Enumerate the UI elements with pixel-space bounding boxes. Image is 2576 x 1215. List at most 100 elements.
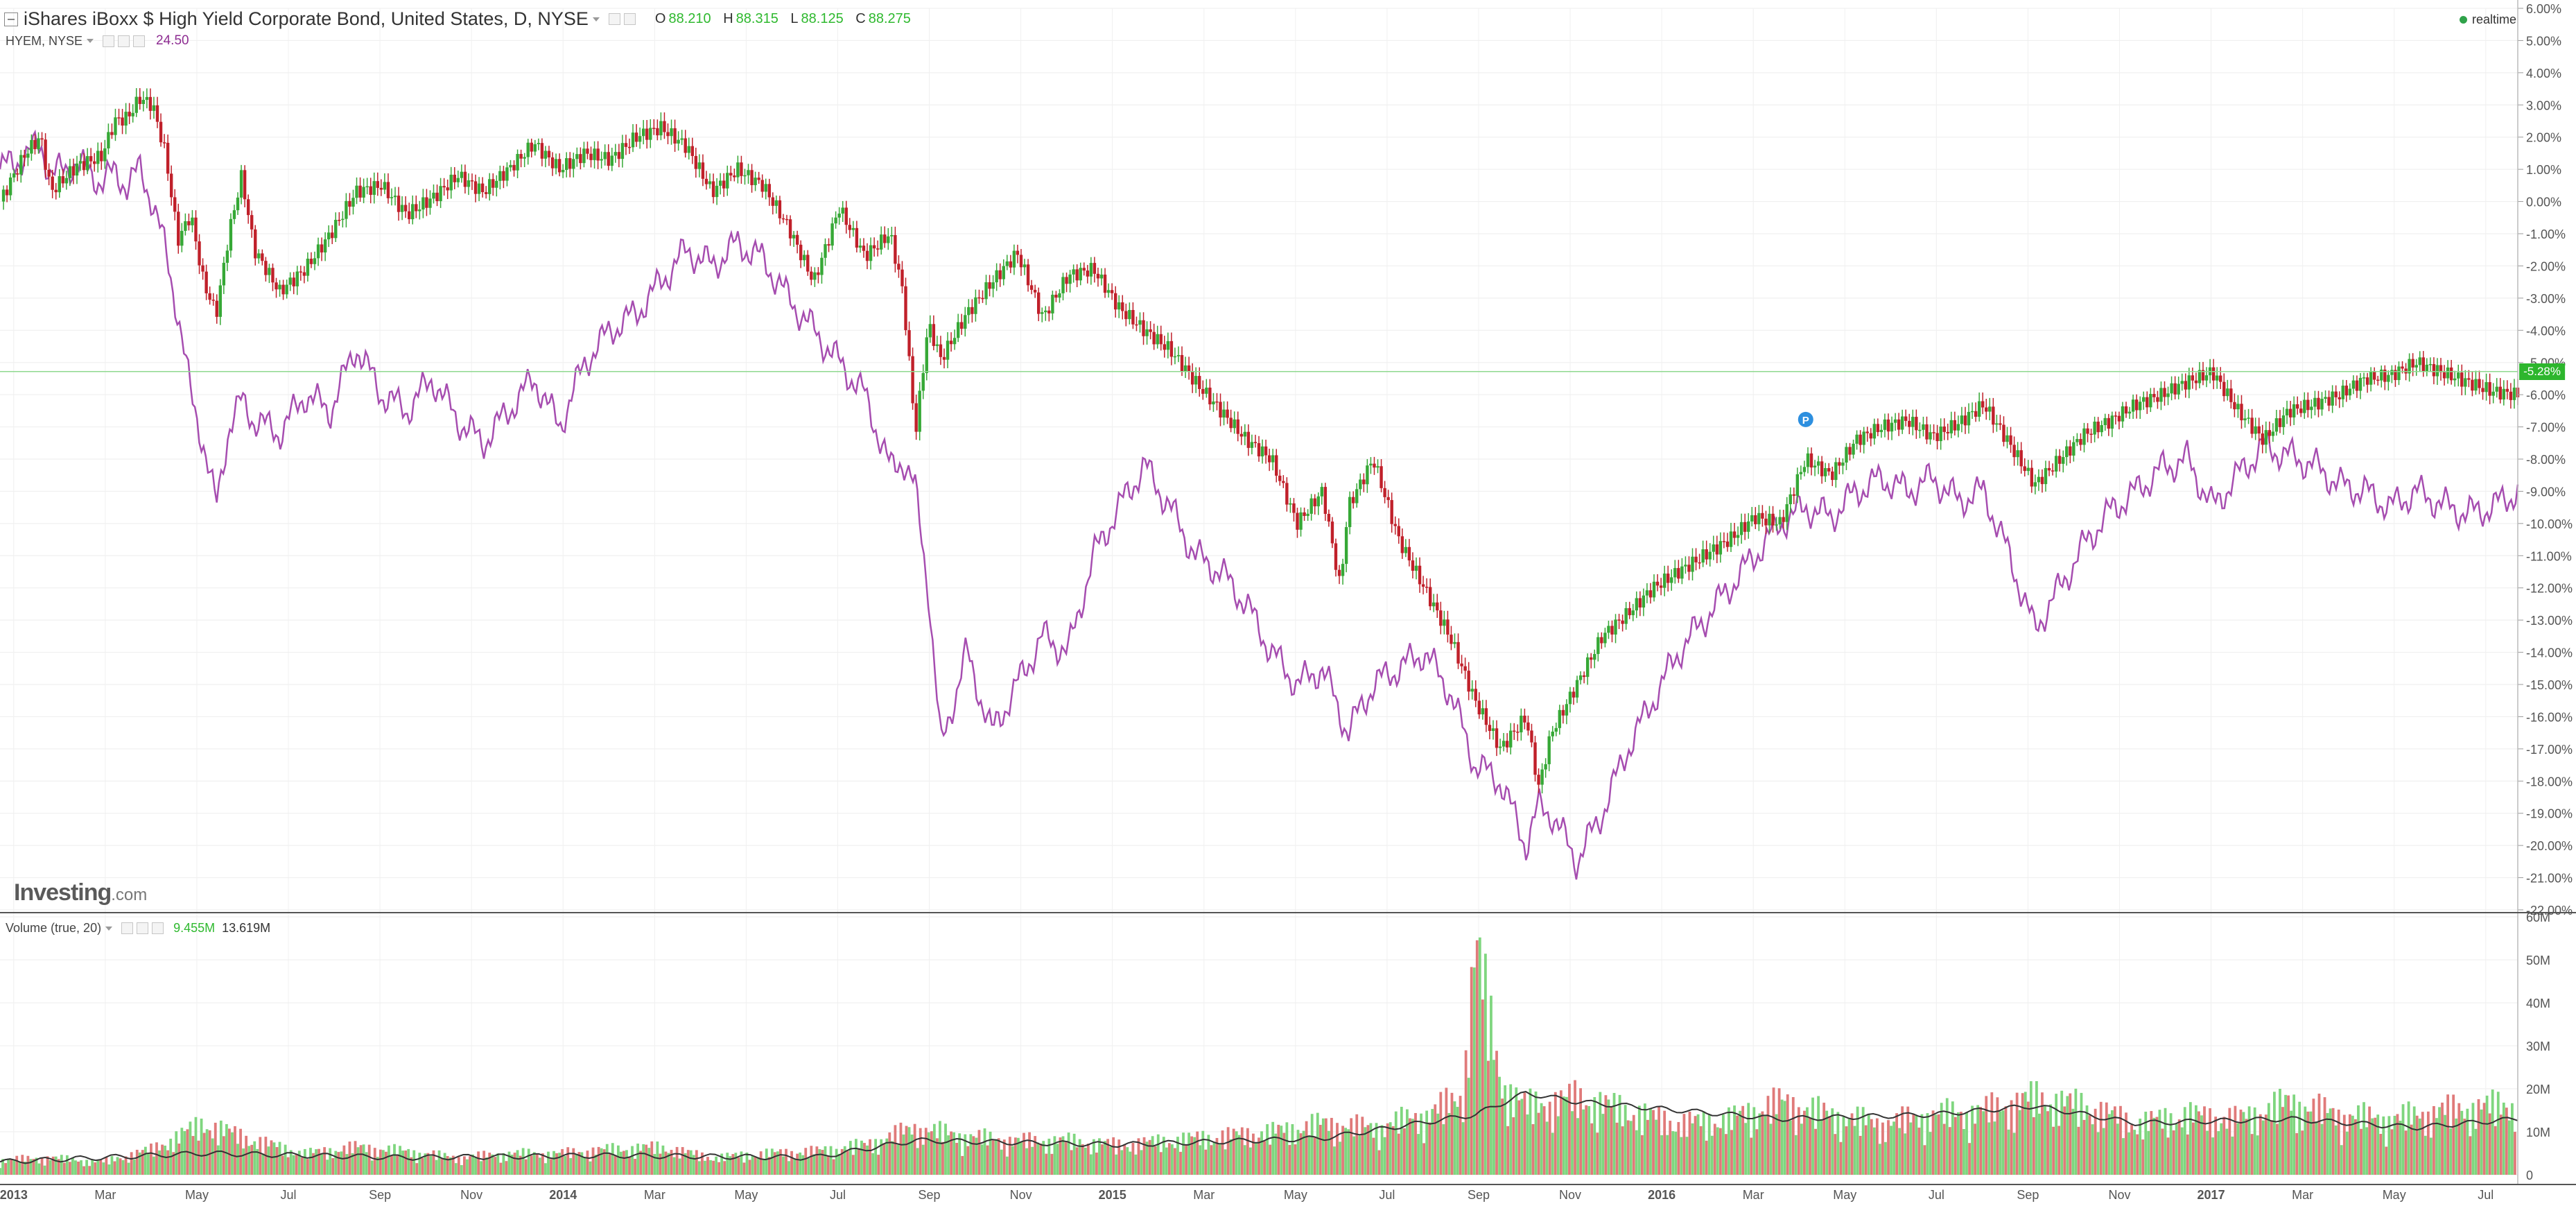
- volume-bar: [116, 1157, 119, 1175]
- volume-bar: [415, 1163, 419, 1175]
- collapse-icon[interactable]: [4, 12, 18, 26]
- volume-bar: [1045, 1153, 1048, 1175]
- close-icon[interactable]: [152, 922, 164, 934]
- volume-bar: [1551, 1132, 1554, 1175]
- candle-body: [2026, 467, 2030, 472]
- volume-bar: [1339, 1141, 1341, 1175]
- volume-bar: [1126, 1147, 1129, 1175]
- volume-bar: [1277, 1124, 1280, 1175]
- volume-bar: [1059, 1137, 1062, 1175]
- candle-body: [96, 150, 100, 164]
- time-axis-label: May: [2383, 1188, 2406, 1202]
- chart-annotations[interactable]: P: [1798, 411, 1813, 427]
- candle-body: [1205, 387, 1208, 394]
- hide-icon[interactable]: [103, 35, 115, 47]
- candle-body: [722, 180, 726, 189]
- candle-body: [2442, 372, 2446, 379]
- volume-bar: [2485, 1095, 2489, 1175]
- candle-body: [456, 178, 460, 182]
- close-icon[interactable]: [623, 13, 636, 25]
- volume-bar: [1084, 1147, 1087, 1175]
- chevron-down-icon[interactable]: [105, 926, 113, 931]
- hide-icon[interactable]: [121, 922, 134, 934]
- candle-body: [348, 200, 351, 207]
- volume-bar: [2236, 1123, 2240, 1175]
- candle-body: [1236, 419, 1239, 434]
- candle-body: [2281, 415, 2286, 427]
- candle-body: [1303, 512, 1306, 516]
- settings-icon[interactable]: [137, 922, 149, 934]
- candle-body: [1369, 463, 1373, 466]
- volume-bar: [1425, 1110, 1429, 1175]
- volume-bar: [1313, 1136, 1316, 1175]
- volume-bar: [706, 1157, 709, 1175]
- volume-bar: [854, 1139, 858, 1175]
- volume-bar: [2320, 1123, 2324, 1175]
- time-axis-label: Nov: [1559, 1188, 1581, 1202]
- candle-body: [2222, 381, 2226, 397]
- candle-body: [1484, 708, 1488, 725]
- volume-bar: [2256, 1135, 2259, 1175]
- volume-bar: [1299, 1133, 1303, 1175]
- volume-bar: [1529, 1088, 1532, 1175]
- volume-bar: [496, 1153, 500, 1175]
- volume-bar: [1246, 1128, 1249, 1175]
- volume-bar: [1892, 1121, 1895, 1175]
- volume-bar: [1585, 1105, 1588, 1175]
- volume-bar: [1134, 1154, 1138, 1175]
- volume-bar: [1067, 1132, 1070, 1175]
- candle-body: [1212, 401, 1215, 405]
- candle-body: [1505, 741, 1509, 748]
- candle-body: [145, 96, 149, 101]
- volume-bar: [1475, 940, 1479, 1175]
- volume-bar: [396, 1154, 399, 1175]
- settings-icon[interactable]: [608, 13, 620, 25]
- close-icon[interactable]: [133, 35, 146, 47]
- volume-bar: [2351, 1115, 2354, 1175]
- candle-body: [222, 262, 226, 286]
- candle-body: [1883, 419, 1887, 430]
- volume-bar: [426, 1153, 430, 1175]
- volume-bar: [289, 1150, 293, 1175]
- candle-body: [1691, 556, 1694, 572]
- volume-bar: [1853, 1126, 1856, 1175]
- volume-bar: [547, 1151, 550, 1175]
- volume-bar: [645, 1144, 648, 1175]
- volume-bar: [297, 1151, 301, 1175]
- volume-bar: [653, 1154, 656, 1175]
- settings-icon[interactable]: [118, 35, 130, 47]
- candle-body: [1061, 277, 1065, 293]
- candle-body: [2421, 357, 2425, 372]
- volume-bar: [105, 1157, 108, 1175]
- volume-bar: [1137, 1138, 1140, 1175]
- volume-bar: [821, 1150, 824, 1175]
- candle-body: [1743, 522, 1747, 532]
- chevron-down-icon[interactable]: [87, 39, 94, 43]
- candle-body: [684, 138, 687, 153]
- candle-body: [2481, 388, 2484, 393]
- volume-bar: [1240, 1127, 1244, 1175]
- candle-body: [998, 270, 1002, 279]
- candle-body: [883, 234, 887, 243]
- candle-body: [1400, 536, 1404, 553]
- volume-bar: [1671, 1131, 1675, 1175]
- candle-body: [837, 213, 841, 218]
- volume-bar: [2099, 1101, 2103, 1175]
- volume-bar: [1775, 1114, 1778, 1175]
- candle-body: [1089, 263, 1093, 277]
- candle-body: [1684, 565, 1687, 567]
- volume-bar: [659, 1153, 662, 1175]
- volume-bar: [2010, 1100, 2013, 1175]
- volume-bar: [1248, 1147, 1252, 1175]
- volume-bar: [2088, 1115, 2091, 1175]
- volume-bar: [57, 1159, 60, 1175]
- volume-bar: [1115, 1154, 1118, 1175]
- candle-body: [51, 176, 54, 190]
- candle-body: [2173, 383, 2177, 395]
- candle-body: [631, 132, 635, 148]
- candle-body: [2131, 399, 2135, 412]
- volume-bar: [110, 1156, 114, 1175]
- chevron-down-icon[interactable]: [592, 17, 600, 21]
- candle-body: [1558, 709, 1562, 728]
- candle-body: [1456, 641, 1460, 664]
